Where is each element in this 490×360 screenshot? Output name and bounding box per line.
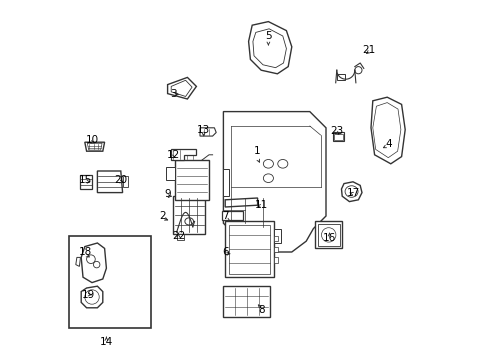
Bar <box>229 225 270 274</box>
Polygon shape <box>171 149 196 160</box>
Ellipse shape <box>355 67 362 74</box>
Ellipse shape <box>87 255 95 264</box>
Text: 14: 14 <box>100 337 113 347</box>
Text: 5: 5 <box>265 31 272 41</box>
Text: 11: 11 <box>255 200 268 210</box>
Bar <box>225 221 274 277</box>
Text: 16: 16 <box>323 233 336 243</box>
Polygon shape <box>166 167 175 180</box>
Polygon shape <box>371 97 405 164</box>
Text: 20: 20 <box>114 175 127 185</box>
Polygon shape <box>274 229 281 243</box>
Bar <box>337 74 345 80</box>
Text: 13: 13 <box>197 125 210 135</box>
Ellipse shape <box>321 228 336 242</box>
Text: 3: 3 <box>170 89 176 99</box>
Text: 9: 9 <box>164 189 171 199</box>
Polygon shape <box>81 286 103 308</box>
Bar <box>334 134 343 140</box>
Bar <box>315 221 342 248</box>
Polygon shape <box>373 103 401 158</box>
Ellipse shape <box>345 186 358 197</box>
Polygon shape <box>176 234 184 240</box>
Text: 7: 7 <box>222 211 228 221</box>
Ellipse shape <box>263 159 273 168</box>
Bar <box>69 236 151 328</box>
Polygon shape <box>171 80 192 96</box>
Bar <box>122 176 128 187</box>
Ellipse shape <box>278 159 288 168</box>
Text: 15: 15 <box>79 175 93 185</box>
Text: 4: 4 <box>386 139 392 149</box>
Text: 8: 8 <box>258 305 265 315</box>
Text: 6: 6 <box>222 247 228 257</box>
Bar <box>175 160 209 200</box>
Polygon shape <box>98 171 122 193</box>
Bar <box>274 247 278 252</box>
Text: 17: 17 <box>346 188 360 198</box>
Polygon shape <box>200 128 216 136</box>
Polygon shape <box>76 257 80 266</box>
Bar <box>223 286 270 317</box>
Text: 19: 19 <box>82 290 95 300</box>
Ellipse shape <box>94 261 100 268</box>
Text: 18: 18 <box>79 247 92 257</box>
Text: 1: 1 <box>254 146 261 156</box>
Bar <box>274 236 278 241</box>
Text: 12: 12 <box>167 150 180 160</box>
Polygon shape <box>81 243 106 283</box>
Bar <box>333 132 344 141</box>
Polygon shape <box>342 182 362 202</box>
Polygon shape <box>87 143 102 150</box>
Ellipse shape <box>185 218 194 225</box>
Polygon shape <box>253 29 286 68</box>
Text: 22: 22 <box>172 231 185 241</box>
Ellipse shape <box>263 174 273 183</box>
Bar <box>318 224 340 246</box>
Polygon shape <box>248 22 292 74</box>
Text: 21: 21 <box>363 45 376 55</box>
Polygon shape <box>225 198 258 207</box>
Polygon shape <box>223 169 229 196</box>
Bar <box>173 196 205 234</box>
Polygon shape <box>221 211 243 220</box>
Text: 2: 2 <box>159 211 166 221</box>
Text: 23: 23 <box>330 126 343 136</box>
Polygon shape <box>168 77 196 99</box>
Polygon shape <box>85 142 104 151</box>
Text: 10: 10 <box>85 135 98 145</box>
Ellipse shape <box>85 290 99 304</box>
Polygon shape <box>223 112 326 252</box>
Bar <box>274 257 278 263</box>
